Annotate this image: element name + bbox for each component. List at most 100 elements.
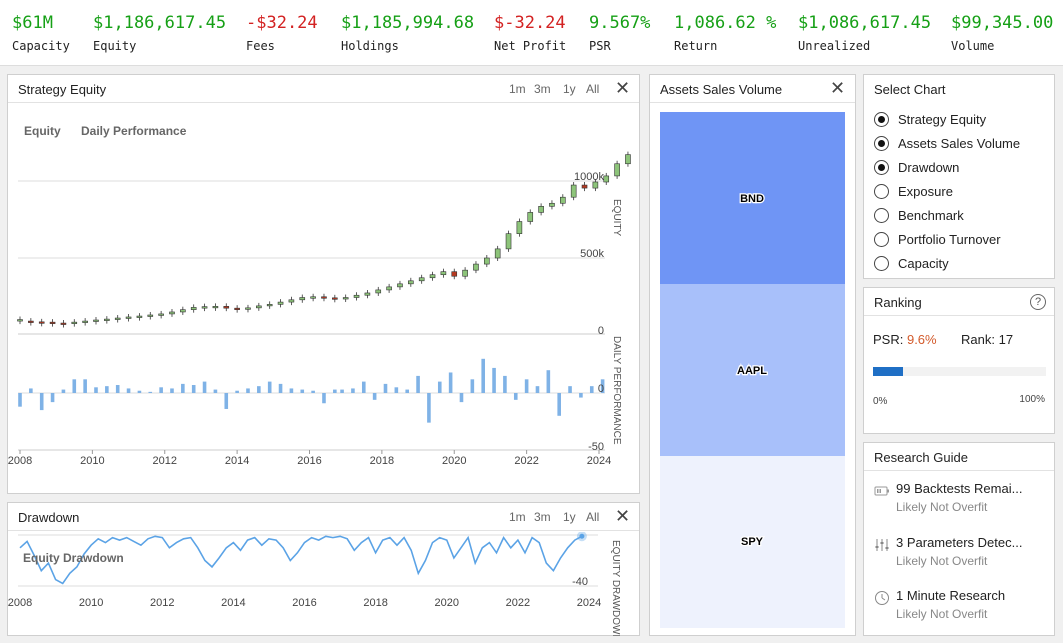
rank-value: 17 [998, 332, 1014, 347]
panel-title: Select Chart [874, 82, 946, 97]
drawdown-line [19, 535, 583, 585]
legend-equity[interactable]: Equity [24, 124, 61, 138]
asset-block-spy[interactable] [660, 456, 845, 628]
performance-bar [416, 375, 420, 393]
performance-bar [600, 379, 605, 393]
candle [223, 306, 230, 309]
asset-label: AAPL [737, 365, 767, 377]
radio-unchecked-icon[interactable] [874, 207, 889, 223]
candle [136, 315, 143, 318]
radio-unchecked-icon[interactable] [874, 183, 889, 199]
guide-item-title: 3 Parameters Detec... [896, 535, 1023, 550]
candle [581, 184, 588, 189]
performance-bar [137, 390, 142, 393]
stat-value: -$32.24 [246, 13, 318, 33]
candle [169, 311, 175, 315]
stat-label: Net Profit [494, 39, 567, 53]
candle [473, 263, 479, 271]
daily-performance-bars [18, 358, 605, 423]
candle [60, 322, 67, 325]
candle [614, 163, 620, 177]
range-1m-button[interactable]: 1m [509, 82, 526, 96]
stat-psr: 9.567% PSR [589, 12, 650, 53]
close-icon[interactable]: ✕ [830, 78, 846, 98]
range-all-button[interactable]: All [586, 82, 600, 96]
x-tick-label: 2010 [80, 455, 104, 467]
stat-label: Fees [246, 39, 275, 53]
radio-drawdown[interactable]: Drawdown [874, 157, 959, 177]
range-1y-button[interactable]: 1y [563, 510, 576, 524]
radio-label: Strategy Equity [898, 111, 987, 127]
close-icon[interactable]: ✕ [615, 78, 631, 98]
guide-item-research-time[interactable]: 1 Minute Research Likely Not Overfit [874, 588, 1054, 624]
stat-label: Return [674, 39, 718, 53]
radio-assets-sales-volume[interactable]: Assets Sales Volume [874, 133, 1020, 153]
y-tick-label: 0 [598, 325, 604, 337]
legend-equity-drawdown[interactable]: Equity Drawdown [23, 551, 124, 565]
stat-volume: $99,345.00 Volume [951, 12, 1053, 53]
performance-bar [589, 386, 594, 393]
range-3m-button[interactable]: 3m [534, 82, 551, 96]
radio-unchecked-icon[interactable] [874, 255, 889, 271]
performance-bar [427, 393, 431, 423]
performance-bar [105, 386, 109, 393]
performance-bar [170, 388, 174, 393]
radio-strategy-equity[interactable]: Strategy Equity [874, 109, 986, 129]
radio-exposure[interactable]: Exposure [874, 181, 953, 201]
candle [245, 307, 251, 310]
radio-label: Assets Sales Volume [898, 135, 1021, 151]
close-icon[interactable]: ✕ [615, 506, 631, 526]
performance-bar [29, 388, 33, 393]
stat-net-profit: $-32.24 Net Profit [494, 12, 566, 53]
asset-block-bnd[interactable] [660, 112, 845, 284]
guide-item-backtests[interactable]: 99 Backtests Remai... Likely Not Overfit [874, 481, 1054, 517]
performance-bar [448, 372, 453, 393]
x-tick-label: 2022 [506, 597, 530, 609]
asset-block-aapl[interactable] [660, 284, 845, 456]
candle [570, 184, 577, 198]
performance-bar [278, 383, 283, 393]
radio-checked-icon[interactable] [874, 111, 889, 127]
radio-checked-icon[interactable] [874, 159, 889, 175]
x-tick-label: 2018 [363, 597, 387, 609]
candle [538, 206, 544, 213]
asset-label: BND [740, 193, 764, 205]
range-1m-button[interactable]: 1m [509, 510, 526, 524]
candle [494, 248, 501, 259]
performance-bar [18, 393, 22, 407]
x-tick-label: 2012 [153, 455, 177, 467]
guide-item-parameters[interactable]: 3 Parameters Detec... Likely Not Overfit [874, 535, 1054, 571]
range-all-button[interactable]: All [586, 510, 600, 524]
candle [364, 292, 371, 296]
radio-label: Benchmark [898, 207, 964, 223]
performance-bar [546, 370, 551, 393]
radio-checked-icon[interactable] [874, 135, 889, 151]
stat-label: Volume [951, 39, 995, 53]
help-icon[interactable]: ? [1030, 294, 1046, 310]
candle [114, 317, 121, 320]
panel-title: Ranking [874, 295, 922, 310]
radio-benchmark[interactable]: Benchmark [874, 205, 964, 225]
performance-bar [394, 387, 399, 393]
radio-label: Exposure [898, 183, 953, 199]
panel-header: Ranking ? [864, 288, 1054, 316]
equity-candles [17, 151, 631, 328]
range-3m-button[interactable]: 3m [534, 510, 551, 524]
performance-bar [202, 381, 207, 393]
candle [256, 305, 262, 309]
panel-title: Research Guide [874, 450, 968, 465]
psr-label: PSR: [873, 332, 904, 347]
radio-capacity[interactable]: Capacity [874, 253, 949, 273]
x-tick-label: 2022 [514, 455, 538, 467]
radio-portfolio-turnover[interactable]: Portfolio Turnover [874, 229, 1001, 249]
range-1y-button[interactable]: 1y [563, 82, 576, 96]
y-axis-label: EQUITY [611, 199, 622, 237]
legend-daily-performance[interactable]: Daily Performance [81, 124, 187, 138]
radio-unchecked-icon[interactable] [874, 231, 889, 247]
x-tick-label: 2024 [577, 597, 601, 609]
candle [190, 307, 197, 310]
performance-bar [224, 393, 229, 409]
performance-bar [72, 379, 77, 393]
performance-bar [568, 386, 572, 393]
stat-holdings: $1,185,994.68 Holdings [341, 12, 474, 53]
